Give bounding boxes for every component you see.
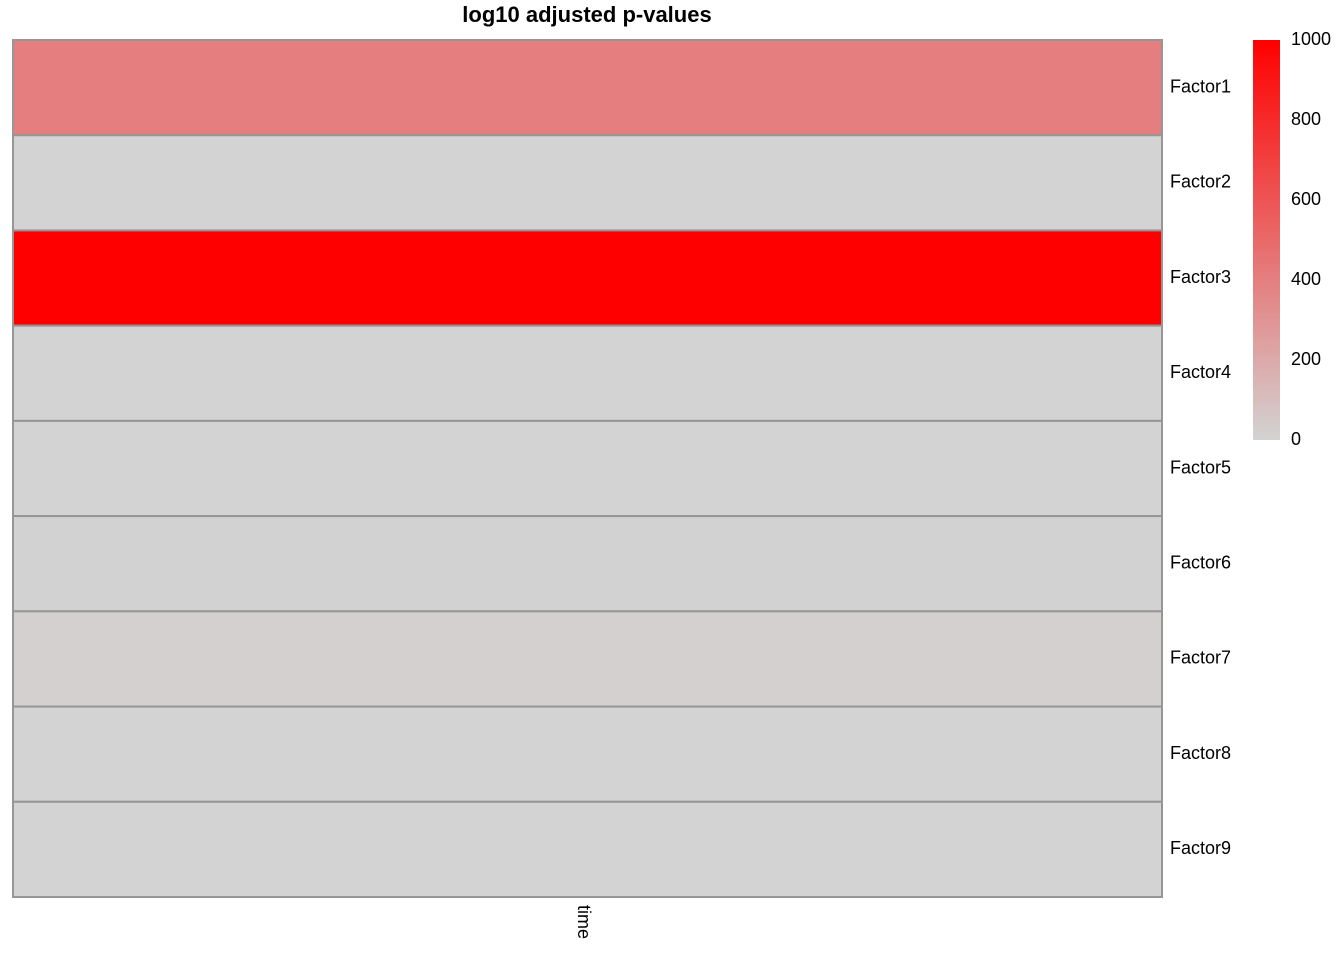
legend-tick-label: 800 [1291,109,1321,129]
legend-tick-label: 0 [1291,429,1301,449]
legend-tick-label: 1000 [1291,29,1331,49]
chart-title: log10 adjusted p-values [462,2,711,27]
row-label-factor3: Factor3 [1170,267,1231,287]
column-label-time: time [574,905,594,939]
heatmap-cell-factor8-time [12,705,1163,803]
heatmap-cell-factor4-time [12,324,1163,422]
heatmap-cell-factor6-time [12,515,1163,613]
row-label-factor8: Factor8 [1170,743,1231,763]
row-labels: Factor1 Factor2 Factor3 Factor4 Factor5 Facto… [1170,76,1231,858]
row-label-factor7: Factor7 [1170,648,1231,668]
heatmap-cell-factor7-time [12,610,1163,708]
row-label-factor1: Factor1 [1170,76,1231,96]
legend-ticks: 1000 800 600 400 200 0 [1291,29,1331,449]
heatmap-cell-factor5-time [12,419,1163,518]
row-label-factor6: Factor6 [1170,552,1231,572]
heatmap-cell-factor3-time [12,229,1163,327]
row-label-factor9: Factor9 [1170,838,1231,858]
heatmap-cell-factor2-time [12,134,1163,232]
heatmap-cells [12,39,1163,898]
legend-tick-label: 400 [1291,269,1321,289]
heatmap-cell-factor9-time [12,800,1163,898]
legend-tick-label: 200 [1291,349,1321,369]
legend-colorbar [1253,40,1280,440]
row-label-factor4: Factor4 [1170,362,1231,382]
legend-tick-label: 600 [1291,189,1321,209]
row-label-factor5: Factor5 [1170,457,1231,477]
row-label-factor2: Factor2 [1170,172,1231,192]
heatmap-cell-factor1-time [12,39,1163,137]
